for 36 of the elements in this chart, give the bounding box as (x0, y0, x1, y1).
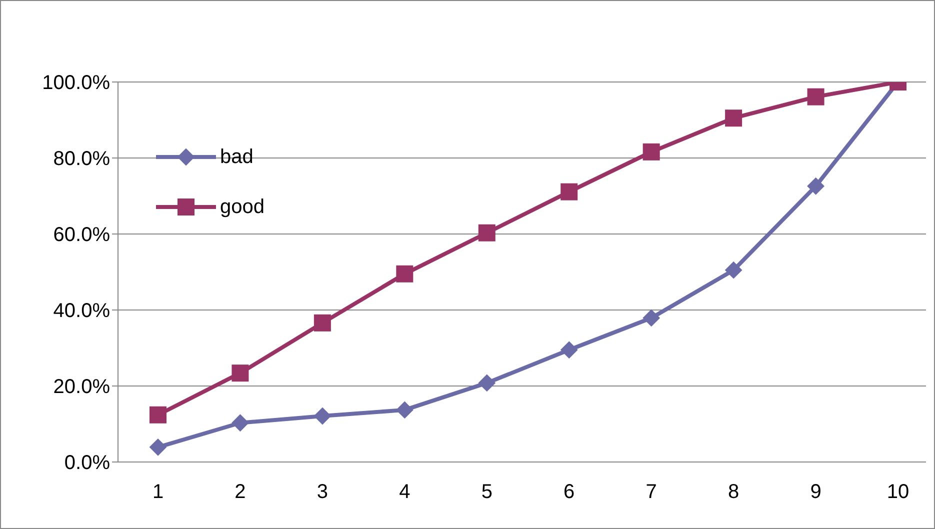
y-tick-label: 60.0% (53, 224, 110, 246)
y-tick-label: 40.0% (53, 300, 110, 322)
point (642, 309, 660, 326)
point (396, 265, 414, 282)
point (725, 262, 742, 279)
point (560, 183, 578, 200)
y-tick-label: 20.0% (53, 376, 110, 398)
point (807, 88, 824, 106)
y-tick-label: 0.0% (64, 452, 110, 474)
x-tick-label: 4 (399, 481, 410, 504)
x-tick-label: 6 (564, 481, 575, 504)
legend-label: good (220, 196, 264, 218)
point (478, 374, 496, 392)
point (478, 224, 496, 242)
point (396, 401, 414, 418)
x-tick-label: 5 (481, 481, 492, 504)
x-tick-label: 9 (810, 481, 822, 504)
y-tick-label: 80.0% (53, 148, 110, 170)
point (150, 438, 166, 456)
point (232, 414, 249, 432)
point (560, 341, 578, 358)
point (314, 314, 331, 332)
legend-label: bad (220, 146, 254, 168)
point (807, 178, 824, 195)
y-tick-label: 100.0% (42, 72, 110, 94)
x-tick-label: 7 (646, 481, 657, 504)
point (150, 406, 166, 424)
x-tick-label: 3 (316, 481, 328, 504)
x-tick-label: 8 (728, 481, 740, 504)
x-tick-label: 1 (152, 481, 164, 504)
x-tick-label: 2 (234, 481, 246, 504)
point (314, 408, 331, 425)
point (232, 364, 249, 382)
point (725, 110, 742, 127)
point (642, 143, 660, 160)
x-tick-label: 10 (886, 481, 910, 504)
